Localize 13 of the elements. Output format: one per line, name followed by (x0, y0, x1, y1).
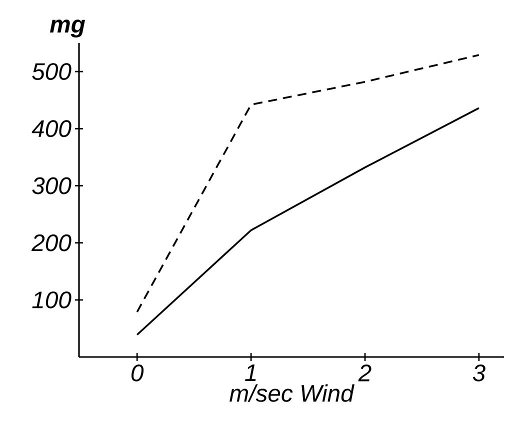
x-tick-label: 2 (358, 364, 372, 382)
y-axis-title: mg (50, 20, 86, 38)
x-tick-label: 1 (245, 364, 256, 381)
x-tick-label: 0 (131, 364, 144, 382)
y-tick-label: 400 (32, 120, 72, 138)
y-tick-label: 300 (32, 177, 72, 194)
line-series (136, 107, 480, 336)
y-tick-label: 100 (32, 291, 72, 308)
y-tick-label: 500 (32, 63, 72, 80)
x-tick-label: 3 (472, 364, 486, 382)
y-tick-label: 200 (31, 234, 72, 252)
x-axis-title: m/sec Wind (230, 384, 354, 402)
line-series (136, 54, 480, 313)
